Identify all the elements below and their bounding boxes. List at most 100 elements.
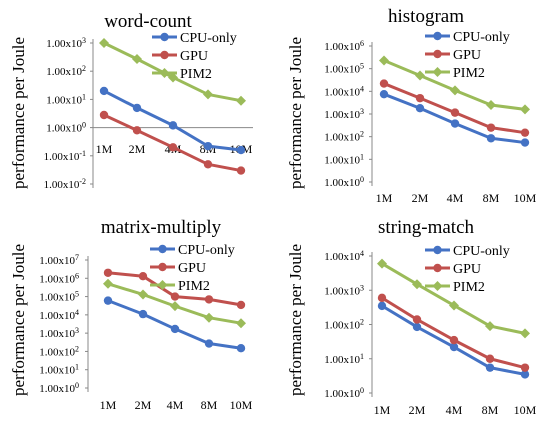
data-point	[412, 315, 422, 324]
y-tick-label: 1.00x107	[39, 253, 79, 267]
data-point	[170, 292, 180, 301]
data-point	[159, 68, 170, 78]
series-PIM2	[99, 38, 246, 106]
legend-label: CPU-only	[453, 244, 510, 259]
data-point	[433, 245, 442, 255]
y-tick-label: 1.00x101	[46, 92, 86, 106]
data-point	[236, 300, 246, 310]
data-point	[520, 128, 530, 137]
y-tick-label: 1.00x102	[39, 344, 79, 358]
data-point	[412, 279, 422, 290]
x-tick-label: 2M	[412, 191, 429, 205]
data-point	[99, 86, 109, 96]
chart-matrix-multiply: matrix-multiply 1.00x100 1.00x101 1.00x102 1…	[39, 217, 252, 412]
data-point	[520, 104, 530, 115]
y-tick-label: 1.00x101	[39, 363, 79, 377]
series-GPU	[103, 268, 246, 310]
chart-word-count: word-count 1.00x10-2 1.00x10-1 1.00x100 1.00…	[44, 11, 253, 191]
data-point	[170, 301, 180, 312]
x-tick-label: 1M	[100, 398, 117, 412]
data-point	[138, 309, 148, 319]
data-point	[433, 263, 442, 273]
y-tick-label: 1.00x100	[324, 386, 364, 400]
data-point	[157, 280, 168, 290]
legend-label: PIM2	[453, 280, 485, 295]
y-tick-label: 1.00x100	[46, 121, 86, 135]
data-point	[432, 281, 443, 291]
series-GPU	[99, 110, 246, 175]
y-tick-label: 1.00x103	[324, 283, 364, 297]
data-point	[433, 49, 442, 59]
data-point	[168, 72, 178, 83]
data-point	[236, 318, 246, 329]
legend-label: GPU	[178, 261, 206, 276]
chart-title: histogram	[388, 6, 464, 27]
y-tick-label: 1.00x101	[324, 352, 364, 366]
data-point	[158, 262, 167, 272]
data-point	[132, 126, 142, 135]
data-point	[160, 32, 169, 42]
x-tick-label: 10M	[230, 398, 253, 412]
series-PIM2	[103, 278, 246, 329]
data-point	[132, 103, 142, 113]
chart-title: string-match	[378, 217, 475, 238]
x-tick-label: 2M	[135, 398, 152, 412]
data-point	[450, 85, 460, 96]
data-point	[379, 79, 389, 88]
data-point	[412, 322, 422, 332]
series-GPU	[379, 79, 530, 137]
data-point	[204, 312, 214, 323]
data-point	[377, 301, 387, 311]
data-point	[377, 258, 387, 269]
series-CPU-only	[377, 301, 530, 379]
data-point	[379, 55, 389, 66]
data-point	[377, 293, 387, 303]
y-axis-label-left: performance per Joule	[9, 37, 28, 189]
x-tick-label: 1M	[376, 191, 393, 205]
x-tick-label: 2M	[129, 142, 146, 156]
data-point	[433, 31, 442, 41]
data-point	[485, 363, 495, 372]
y-tick-label: 1.00x100	[324, 175, 364, 189]
legend-label: PIM2	[180, 67, 212, 82]
data-point	[99, 110, 109, 120]
y-tick-label: 1.00x106	[39, 271, 79, 285]
legend: CPU-only GPU PIM2	[425, 30, 510, 81]
data-point	[520, 328, 530, 339]
series-PIM2	[377, 258, 530, 339]
legend-label: CPU-only	[178, 243, 235, 258]
data-point	[204, 339, 214, 348]
y-tick-label: 1.00x106	[324, 39, 364, 53]
y-tick-label: 1.00x104	[324, 249, 364, 263]
data-point	[432, 67, 443, 77]
data-point	[103, 278, 113, 289]
data-point	[236, 166, 246, 175]
data-point	[449, 300, 459, 311]
y-tick-label: 1.00x103	[46, 36, 86, 50]
y-tick-label: 1.00x105	[324, 62, 364, 76]
y-tick-label: 1.00x102	[46, 64, 86, 78]
data-point	[449, 335, 459, 345]
series-CPU-only	[103, 296, 246, 353]
data-point	[138, 272, 148, 281]
data-point	[170, 324, 180, 334]
chart-string-match: string-match 1.00x100 1.00x101 1.00x102 1.00…	[324, 217, 536, 417]
data-point	[450, 108, 460, 117]
data-point	[203, 89, 213, 100]
y-tick-label: 1.00x103	[39, 326, 79, 340]
legend-label: CPU-only	[180, 31, 237, 46]
x-tick-label: 2M	[409, 403, 426, 417]
x-tick-label: 10M	[514, 403, 537, 417]
y-tick-label: 1.00x105	[39, 290, 79, 304]
y-axis-label-right: performance per Joule	[286, 37, 305, 189]
y-tick-label: 1.00x100	[39, 381, 79, 395]
data-point	[132, 54, 142, 65]
y-tick-label: 1.00x10-1	[44, 149, 86, 163]
y-tick-label: 1.00x104	[39, 308, 79, 322]
data-point	[415, 104, 425, 113]
data-point	[158, 244, 167, 254]
data-point	[520, 138, 530, 147]
data-point	[203, 141, 213, 151]
series-line	[383, 92, 526, 145]
x-tick-label: 10M	[514, 191, 537, 205]
